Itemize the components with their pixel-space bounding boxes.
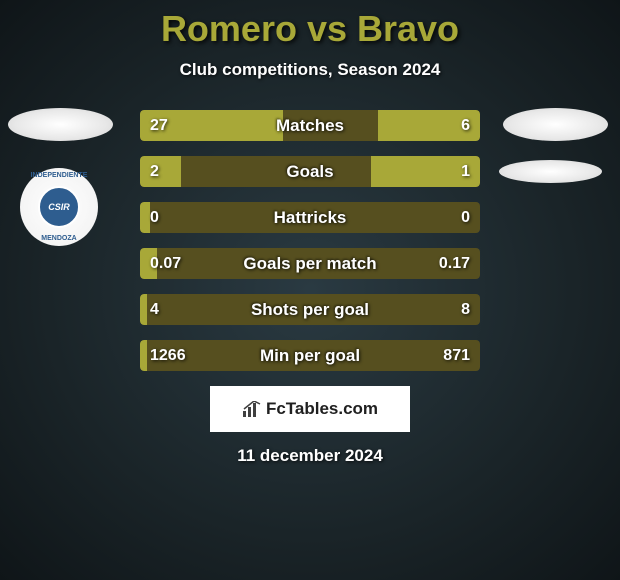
subtitle: Club competitions, Season 2024 <box>0 60 620 80</box>
stat-label: Shots per goal <box>140 300 480 320</box>
stat-label: Min per goal <box>140 346 480 366</box>
stat-row: 48Shots per goal <box>140 294 480 325</box>
stat-row: 21Goals <box>140 156 480 187</box>
brand-text: FcTables.com <box>266 399 378 419</box>
stat-row: 1266871Min per goal <box>140 340 480 371</box>
team-badge-inner-icon: CSIR <box>38 186 80 228</box>
team-right-badge-placeholder <box>499 160 602 183</box>
date-text: 11 december 2024 <box>0 446 620 466</box>
player-right-avatar <box>503 108 608 141</box>
stat-label: Goals per match <box>140 254 480 274</box>
stat-bars: 276Matches 21Goals 00Hattricks 0.070.17Goal… <box>140 110 480 371</box>
badge-ring-text-bottom: MENDOZA <box>41 235 76 242</box>
brand-box: FcTables.com <box>210 386 410 432</box>
brand-chart-icon <box>242 401 262 417</box>
badge-ring-text-top: INDEPENDIENTE <box>31 172 88 179</box>
stat-label: Hattricks <box>140 208 480 228</box>
main-content: INDEPENDIENTE CSIR MENDOZA 276Matches 21G… <box>0 110 620 371</box>
stat-row: 00Hattricks <box>140 202 480 233</box>
stat-label: Matches <box>140 116 480 136</box>
stat-row: 276Matches <box>140 110 480 141</box>
team-badge-text: CSIR <box>48 202 70 212</box>
player-left-avatar <box>8 108 113 141</box>
team-left-badge: INDEPENDIENTE CSIR MENDOZA <box>20 168 98 246</box>
page-title: Romero vs Bravo <box>0 0 620 50</box>
stat-label: Goals <box>140 162 480 182</box>
stat-row: 0.070.17Goals per match <box>140 248 480 279</box>
